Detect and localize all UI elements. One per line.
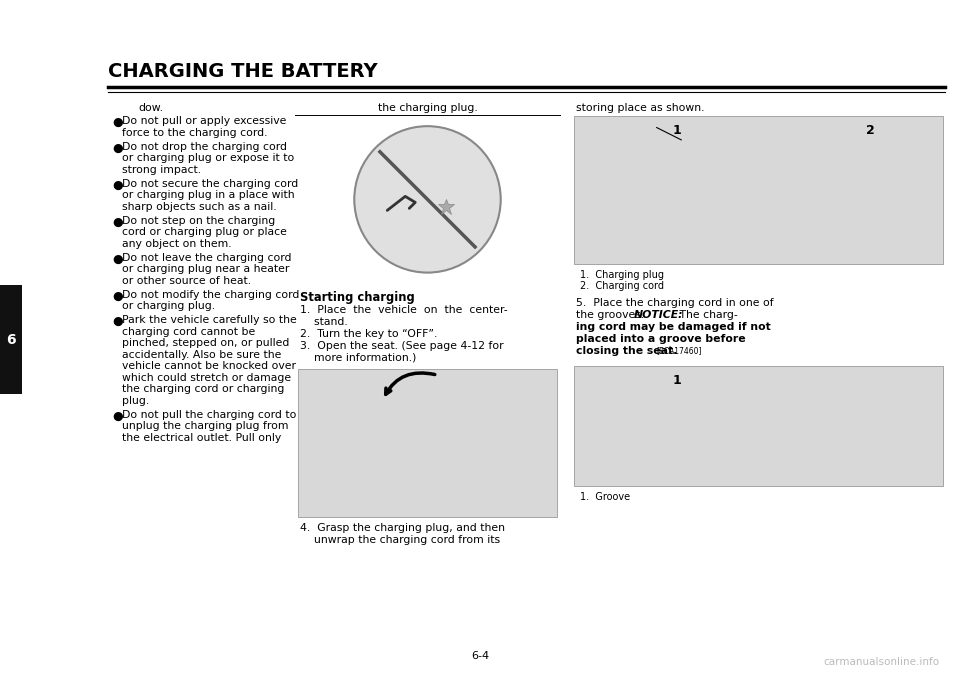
Text: 2: 2: [866, 124, 875, 137]
Text: Do not modify the charging cord: Do not modify the charging cord: [122, 290, 300, 299]
Text: 5.  Place the charging cord in one of: 5. Place the charging cord in one of: [576, 298, 774, 308]
Text: ●: ●: [112, 216, 123, 229]
Text: the charging cord or charging: the charging cord or charging: [122, 384, 284, 394]
Text: Do not pull the charging cord to: Do not pull the charging cord to: [122, 409, 297, 420]
Text: the charging plug.: the charging plug.: [377, 103, 477, 113]
Text: 6-4: 6-4: [471, 651, 489, 661]
Text: dow.: dow.: [138, 103, 163, 113]
Text: pinched, stepped on, or pulled: pinched, stepped on, or pulled: [122, 338, 289, 348]
Text: force to the charging cord.: force to the charging cord.: [122, 128, 268, 138]
Text: Park the vehicle carefully so the: Park the vehicle carefully so the: [122, 315, 297, 325]
Text: charging cord cannot be: charging cord cannot be: [122, 327, 255, 337]
Text: accidentally. Also be sure the: accidentally. Also be sure the: [122, 350, 281, 360]
Text: 4.  Grasp the charging plug, and then: 4. Grasp the charging plug, and then: [300, 523, 505, 532]
Text: NOTICE:: NOTICE:: [634, 310, 684, 320]
Text: any object on them.: any object on them.: [122, 239, 231, 249]
Text: 1: 1: [672, 124, 681, 137]
Text: 1.  Charging plug: 1. Charging plug: [580, 270, 664, 280]
Text: unplug the charging plug from: unplug the charging plug from: [122, 421, 289, 431]
Text: Do not pull or apply excessive: Do not pull or apply excessive: [122, 116, 286, 126]
Text: CHARGING THE BATTERY: CHARGING THE BATTERY: [108, 62, 377, 81]
Text: Do not drop the charging cord: Do not drop the charging cord: [122, 142, 287, 151]
Circle shape: [354, 126, 501, 272]
Text: 3.  Open the seat. (See page 4-12 for: 3. Open the seat. (See page 4-12 for: [300, 341, 504, 350]
Bar: [298, 369, 557, 517]
Bar: [574, 116, 943, 264]
Text: 6: 6: [6, 333, 15, 346]
Text: strong impact.: strong impact.: [122, 165, 202, 175]
Text: more information.): more information.): [300, 352, 417, 363]
Text: or charging plug in a place with: or charging plug in a place with: [122, 190, 295, 200]
Text: stand.: stand.: [300, 316, 348, 327]
Text: closing the seat.: closing the seat.: [576, 346, 678, 356]
Text: or charging plug near a heater: or charging plug near a heater: [122, 264, 289, 274]
Text: cord or charging plug or place: cord or charging plug or place: [122, 227, 287, 237]
Text: the grooves.: the grooves.: [576, 310, 648, 320]
Text: 1.  Place  the  vehicle  on  the  center-: 1. Place the vehicle on the center-: [300, 305, 508, 314]
Text: unwrap the charging cord from its: unwrap the charging cord from its: [300, 534, 500, 545]
Text: Do not leave the charging cord: Do not leave the charging cord: [122, 253, 292, 263]
Text: vehicle cannot be knocked over: vehicle cannot be knocked over: [122, 361, 296, 371]
Bar: [0, 285, 22, 394]
Text: 2.  Turn the key to “OFF”.: 2. Turn the key to “OFF”.: [300, 329, 438, 339]
Text: which could stretch or damage: which could stretch or damage: [122, 373, 291, 383]
Text: placed into a groove before: placed into a groove before: [576, 334, 746, 344]
Text: ing cord may be damaged if not: ing cord may be damaged if not: [576, 323, 771, 332]
Text: Do not secure the charging cord: Do not secure the charging cord: [122, 179, 299, 189]
Text: Starting charging: Starting charging: [300, 291, 415, 304]
Text: or other source of heat.: or other source of heat.: [122, 276, 252, 286]
Text: 2.  Charging cord: 2. Charging cord: [580, 281, 664, 291]
Text: 1: 1: [672, 374, 681, 387]
Text: [ECA17460]: [ECA17460]: [656, 346, 702, 355]
Text: The charg-: The charg-: [676, 310, 737, 320]
Text: ●: ●: [112, 142, 123, 155]
Text: ●: ●: [112, 116, 123, 129]
Text: sharp objects such as a nail.: sharp objects such as a nail.: [122, 202, 276, 212]
Text: ●: ●: [112, 179, 123, 191]
Text: ●: ●: [112, 409, 123, 423]
Text: carmanualsonline.info: carmanualsonline.info: [824, 657, 940, 667]
Text: ●: ●: [112, 290, 123, 303]
Text: or charging plug.: or charging plug.: [122, 301, 215, 311]
Text: plug.: plug.: [122, 396, 149, 406]
Text: 1.  Groove: 1. Groove: [580, 492, 630, 502]
Text: the electrical outlet. Pull only: the electrical outlet. Pull only: [122, 433, 281, 443]
Bar: [574, 366, 943, 486]
Text: ●: ●: [112, 253, 123, 265]
Text: or charging plug or expose it to: or charging plug or expose it to: [122, 153, 295, 163]
Text: Do not step on the charging: Do not step on the charging: [122, 216, 276, 225]
Text: ●: ●: [112, 315, 123, 328]
Text: storing place as shown.: storing place as shown.: [576, 103, 705, 113]
